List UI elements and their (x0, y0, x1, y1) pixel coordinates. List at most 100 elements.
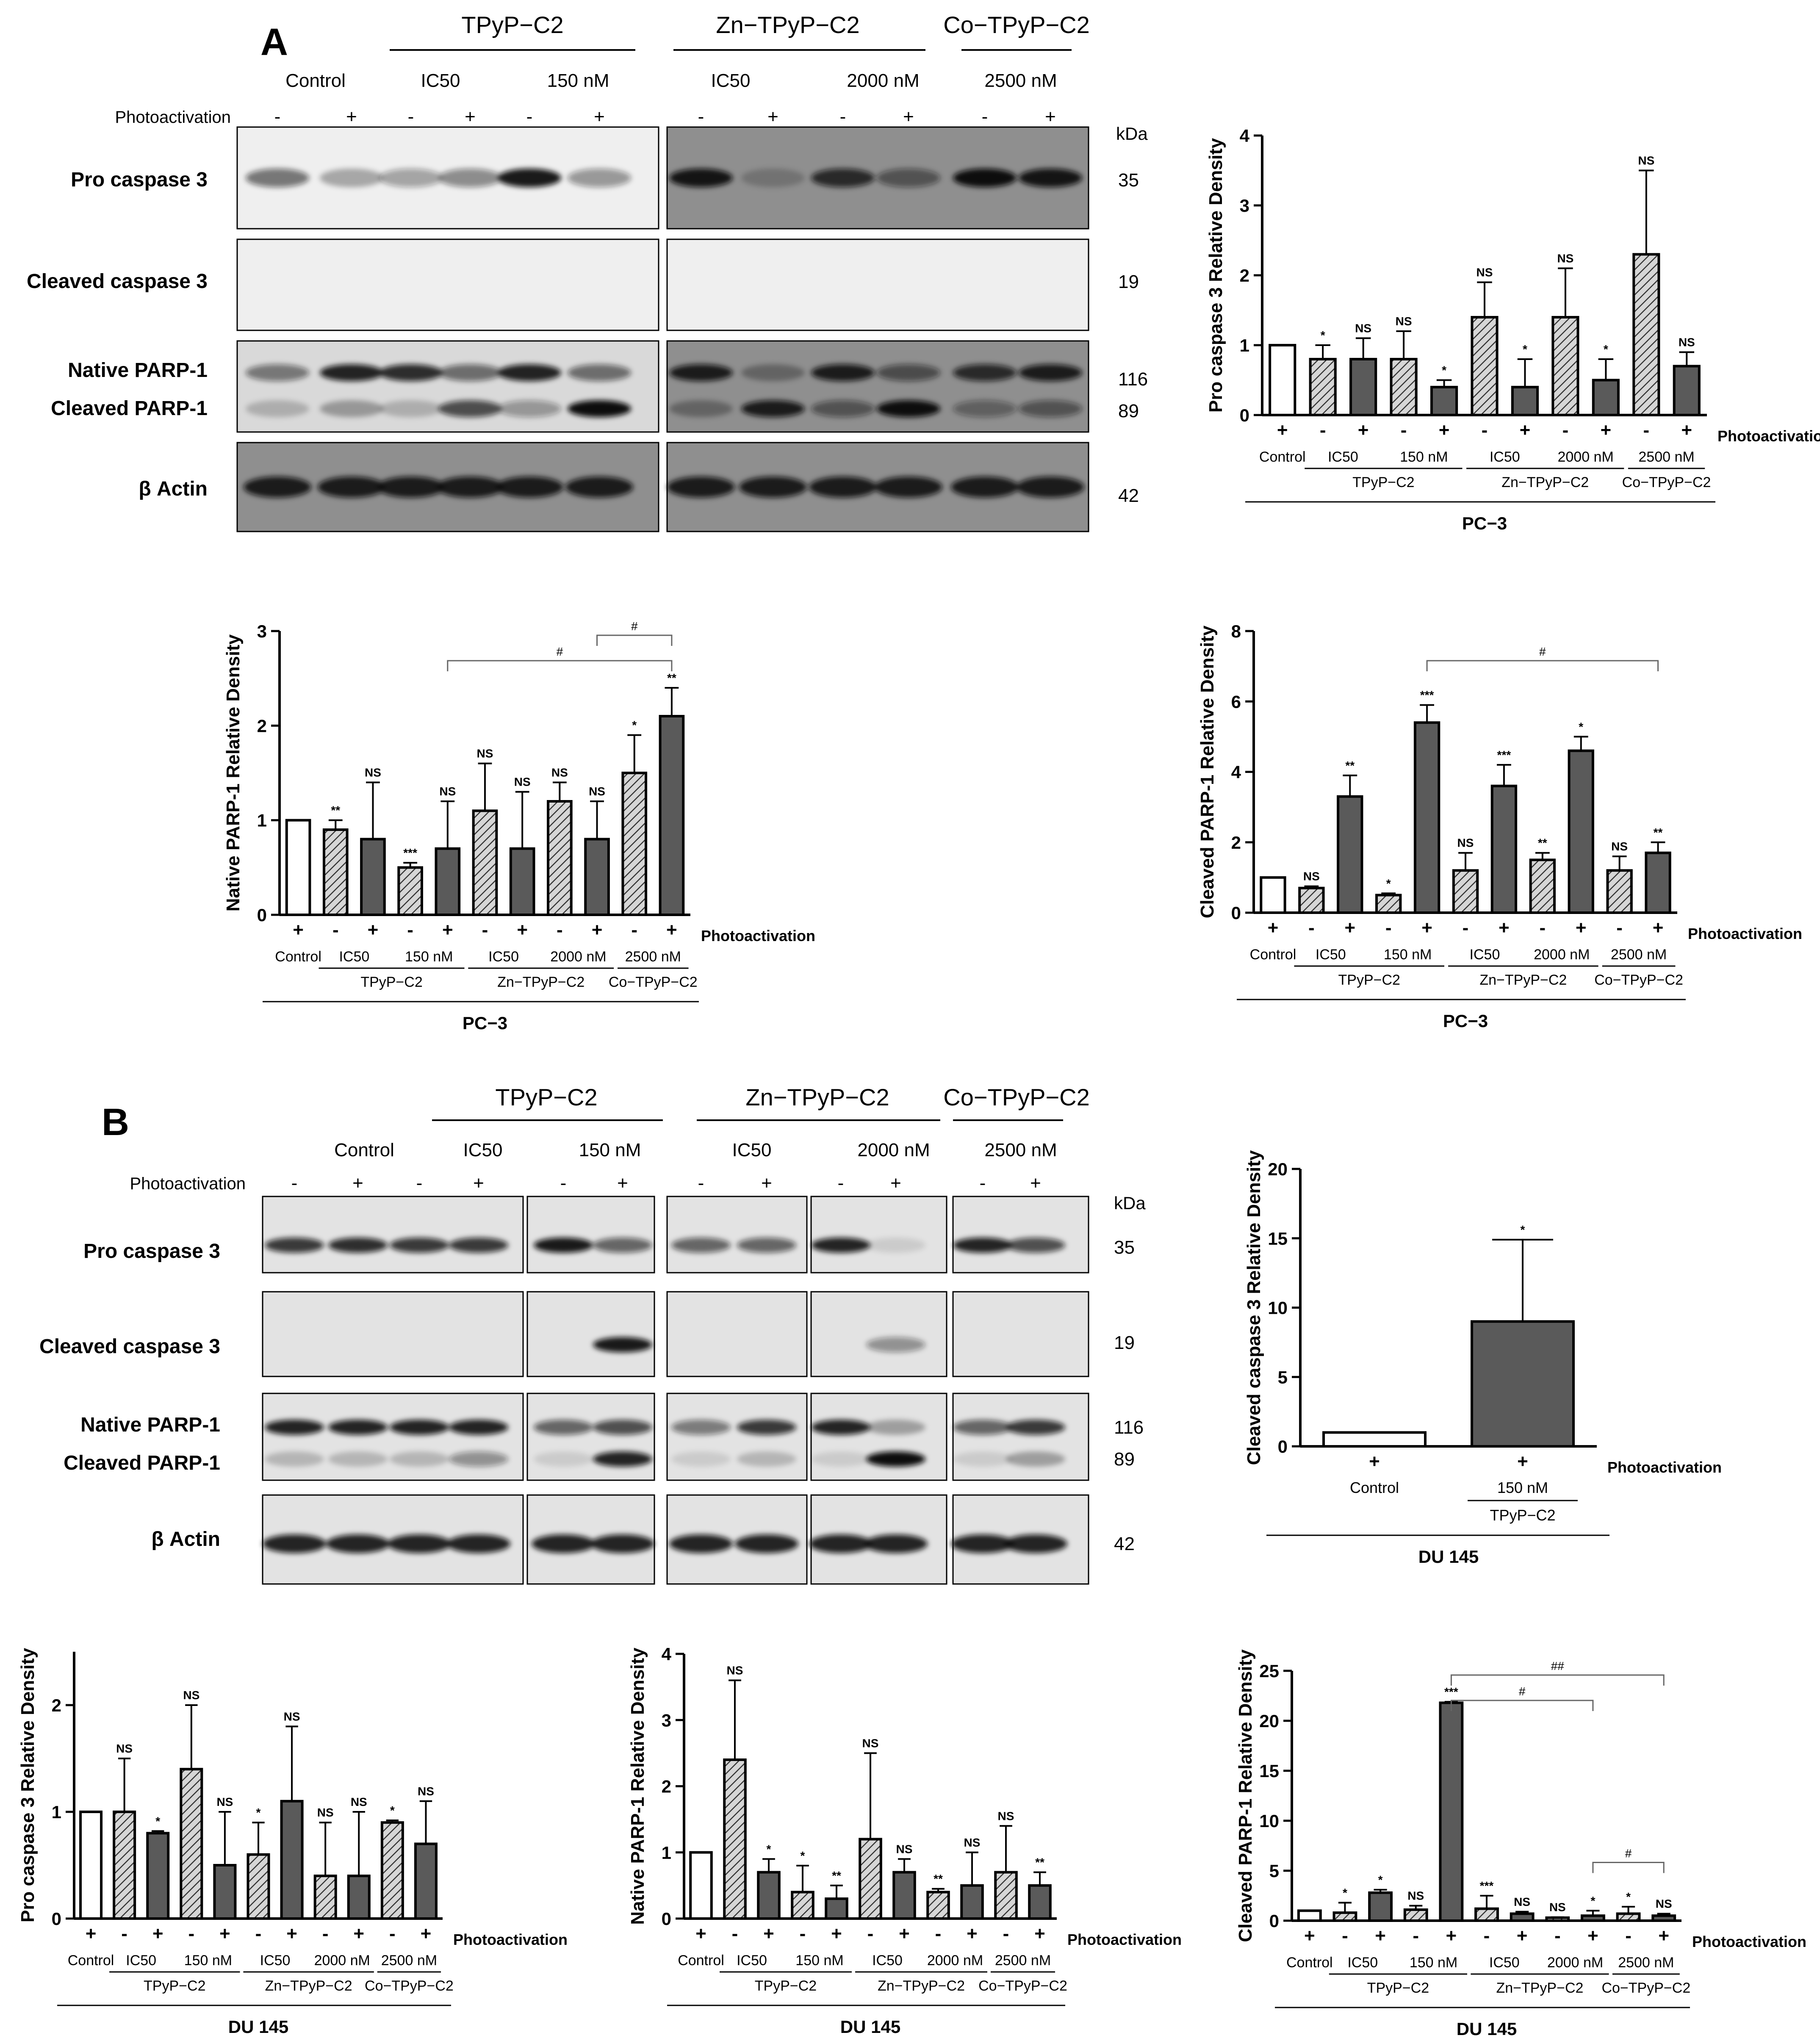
significance-mark: ** (934, 1872, 943, 1886)
photo-sign: - (1003, 1923, 1009, 1944)
group-label: TPyP−C2 (144, 1978, 205, 1994)
cell-line-label: DU 145 (1418, 1547, 1479, 1567)
photo-sign: + (352, 1173, 363, 1193)
dose-label: 2000 nM (550, 949, 606, 965)
significance-mark: * (767, 1842, 771, 1855)
photo-sign: + (1277, 420, 1288, 440)
band-pro-caspase (953, 1238, 1012, 1253)
photo-sign: + (293, 919, 304, 940)
chart-pro-caspase-3-relative-density: 0 1 2 3 4 Pro caspase 3 Relative Density + * - NS… (1205, 126, 1820, 533)
significance-mark: NS (589, 785, 605, 798)
photo-sign: - (1308, 917, 1315, 938)
photo-label: Photoactivation (1067, 1931, 1182, 1948)
photo-sign: - (840, 106, 846, 127)
significance-mark: * (1579, 720, 1583, 733)
bar (960, 1884, 984, 1920)
y-tick-label: 0 (1231, 903, 1241, 923)
photo-sign: + (594, 106, 605, 127)
dose-label: IC50 (1316, 947, 1346, 963)
dose-label: 2500 nM (1618, 1955, 1674, 1971)
band-pro-caspase (741, 169, 805, 187)
control-label: Control (1259, 449, 1306, 465)
significance-mark: * (1604, 343, 1608, 356)
control-label: Control (1250, 947, 1296, 963)
bar (1332, 1911, 1357, 1922)
group-label: TPyP−C2 (1367, 1980, 1429, 1996)
blot-membrane (952, 1196, 1089, 1274)
group-label-zn-b: Zn−TPyP−C2 (745, 1084, 889, 1110)
bar (347, 1875, 371, 1920)
photo-sign: - (1385, 917, 1392, 938)
blot-a-right-r2 (666, 238, 1089, 331)
category-label: Control (1350, 1479, 1399, 1496)
row-label: Cleaved PARP-1 (51, 397, 208, 420)
photo-sign: + (1520, 420, 1531, 440)
dose-label: 2000 nM (927, 1952, 983, 1969)
band-cleaved-parp (877, 400, 940, 417)
band-actin (669, 1534, 733, 1553)
y-tick-label: 4 (1231, 762, 1241, 782)
panel-b-letter: B (102, 1101, 129, 1144)
photo-sign: + (899, 1923, 910, 1944)
group-label: Zn−TPyP−C2 (1496, 1980, 1583, 1996)
kda-value: 89 (1114, 1449, 1135, 1470)
photo-sign: - (838, 1173, 844, 1193)
photo-label: Photoactivation (701, 927, 815, 944)
photo-signs-a: - + - + - + - + - + - + (274, 106, 1056, 127)
y-tick-label: 1 (662, 1843, 671, 1863)
photo-sign: + (1446, 1925, 1457, 1946)
photo-sign: + (1517, 1925, 1528, 1946)
significance-mark: NS (1396, 315, 1412, 328)
band-cleaved-parp (1006, 1451, 1065, 1467)
significance-mark: * (1386, 877, 1391, 890)
dose-label: IC50 (1470, 947, 1500, 963)
significance-mark: * (256, 1806, 261, 1819)
photo-sign: + (767, 106, 778, 127)
y-tick-label: 25 (1259, 1661, 1279, 1681)
band-actin (1004, 1534, 1067, 1553)
photo-sign: + (442, 919, 453, 940)
photoactivation-label-b: Photoactivation (130, 1174, 246, 1193)
group-label: TPyP−C2 (360, 974, 422, 990)
bracket-label: # (557, 645, 563, 658)
bar (472, 809, 498, 917)
photo-sign: - (557, 919, 563, 940)
photo-sign: - (1484, 1925, 1490, 1946)
band-pro-caspase (498, 169, 561, 187)
bar (1545, 1916, 1570, 1922)
significance-mark: NS (1514, 1895, 1530, 1908)
kda-value: 19 (1114, 1332, 1135, 1353)
bar (1651, 1914, 1676, 1922)
photo-sign: + (152, 1923, 163, 1944)
group-label: Zn−TPyP−C2 (265, 1978, 352, 1994)
y-tick-label: 2 (662, 1777, 671, 1797)
significance-mark: * (1321, 329, 1325, 342)
cell-line-label: PC−3 (1462, 513, 1507, 533)
significance-mark: NS (1679, 336, 1695, 349)
photo-sign: - (1342, 1925, 1348, 1946)
bar (926, 1891, 950, 1920)
band-pro-caspase (593, 1238, 652, 1253)
significance-mark: NS (1407, 1889, 1424, 1902)
bar (1260, 876, 1286, 914)
band-actin (326, 1534, 390, 1553)
band-pro-caspase (534, 1238, 593, 1253)
band-cleaved-parp (1019, 400, 1082, 417)
photo-sign: + (1653, 917, 1664, 938)
bar (1673, 365, 1701, 416)
photo-sign: + (465, 106, 476, 127)
kda-value: 116 (1114, 1417, 1144, 1438)
y-tick-label: 5 (1278, 1367, 1288, 1387)
significance-mark: NS (1457, 836, 1474, 850)
band-actin (244, 476, 311, 498)
photo-sign: - (1482, 420, 1488, 440)
dose-label: IC50 (126, 1952, 156, 1969)
band-cleaved-parp (379, 400, 443, 417)
band-native-parp (328, 1420, 388, 1435)
band-pro-caspase (866, 1238, 925, 1253)
significance-mark: ** (1035, 1856, 1044, 1869)
photo-sign: - (482, 919, 488, 940)
bracket-label: # (1625, 1847, 1632, 1860)
bar (1529, 858, 1556, 914)
